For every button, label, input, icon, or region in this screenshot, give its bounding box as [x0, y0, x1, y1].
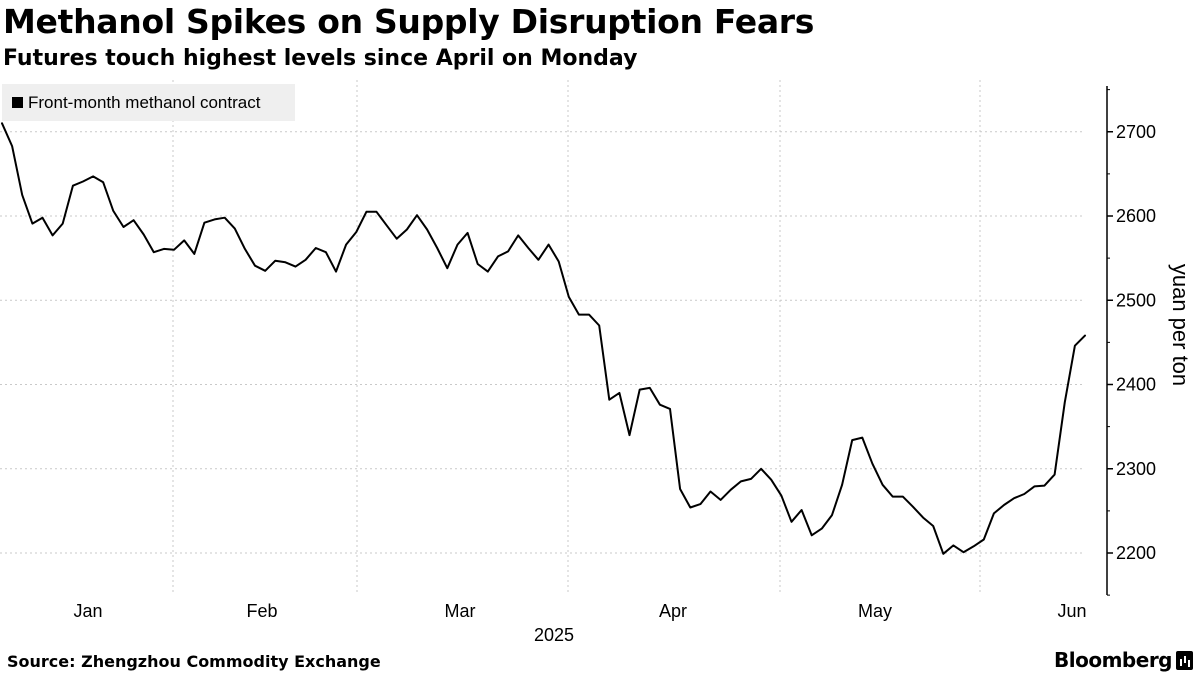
- chart-title: Methanol Spikes on Supply Disruption Fea…: [3, 2, 815, 41]
- brand-logo: Bloomberg: [1054, 648, 1172, 672]
- y-axis-title: yuan per ton: [1168, 264, 1193, 386]
- bloomberg-chart-icon: [1176, 651, 1193, 670]
- y-tick-label: 2700: [1116, 122, 1156, 142]
- y-tick-label: 2400: [1116, 375, 1156, 395]
- legend-label: Front-month methanol contract: [28, 92, 261, 112]
- x-tick-label: Jan: [73, 601, 102, 621]
- x-tick-label: Jun: [1057, 601, 1086, 621]
- x-tick-label: Apr: [659, 601, 687, 621]
- x-tick-label: May: [858, 601, 892, 621]
- source-note: Source: Zhengzhou Commodity Exchange: [7, 652, 381, 671]
- legend: Front-month methanol contract: [2, 84, 295, 121]
- x-axis-year-label: 2025: [534, 625, 574, 645]
- x-tick-label: Feb: [246, 601, 277, 621]
- chart-subtitle: Futures touch highest levels since April…: [3, 46, 638, 71]
- legend-swatch: [12, 97, 23, 108]
- y-tick-label: 2500: [1116, 290, 1156, 310]
- series-line-methanol: [1, 122, 1086, 555]
- y-tick-label: 2200: [1116, 543, 1156, 563]
- y-tick-label: 2600: [1116, 206, 1156, 226]
- x-tick-label: Mar: [445, 601, 476, 621]
- y-tick-label: 2300: [1116, 459, 1156, 479]
